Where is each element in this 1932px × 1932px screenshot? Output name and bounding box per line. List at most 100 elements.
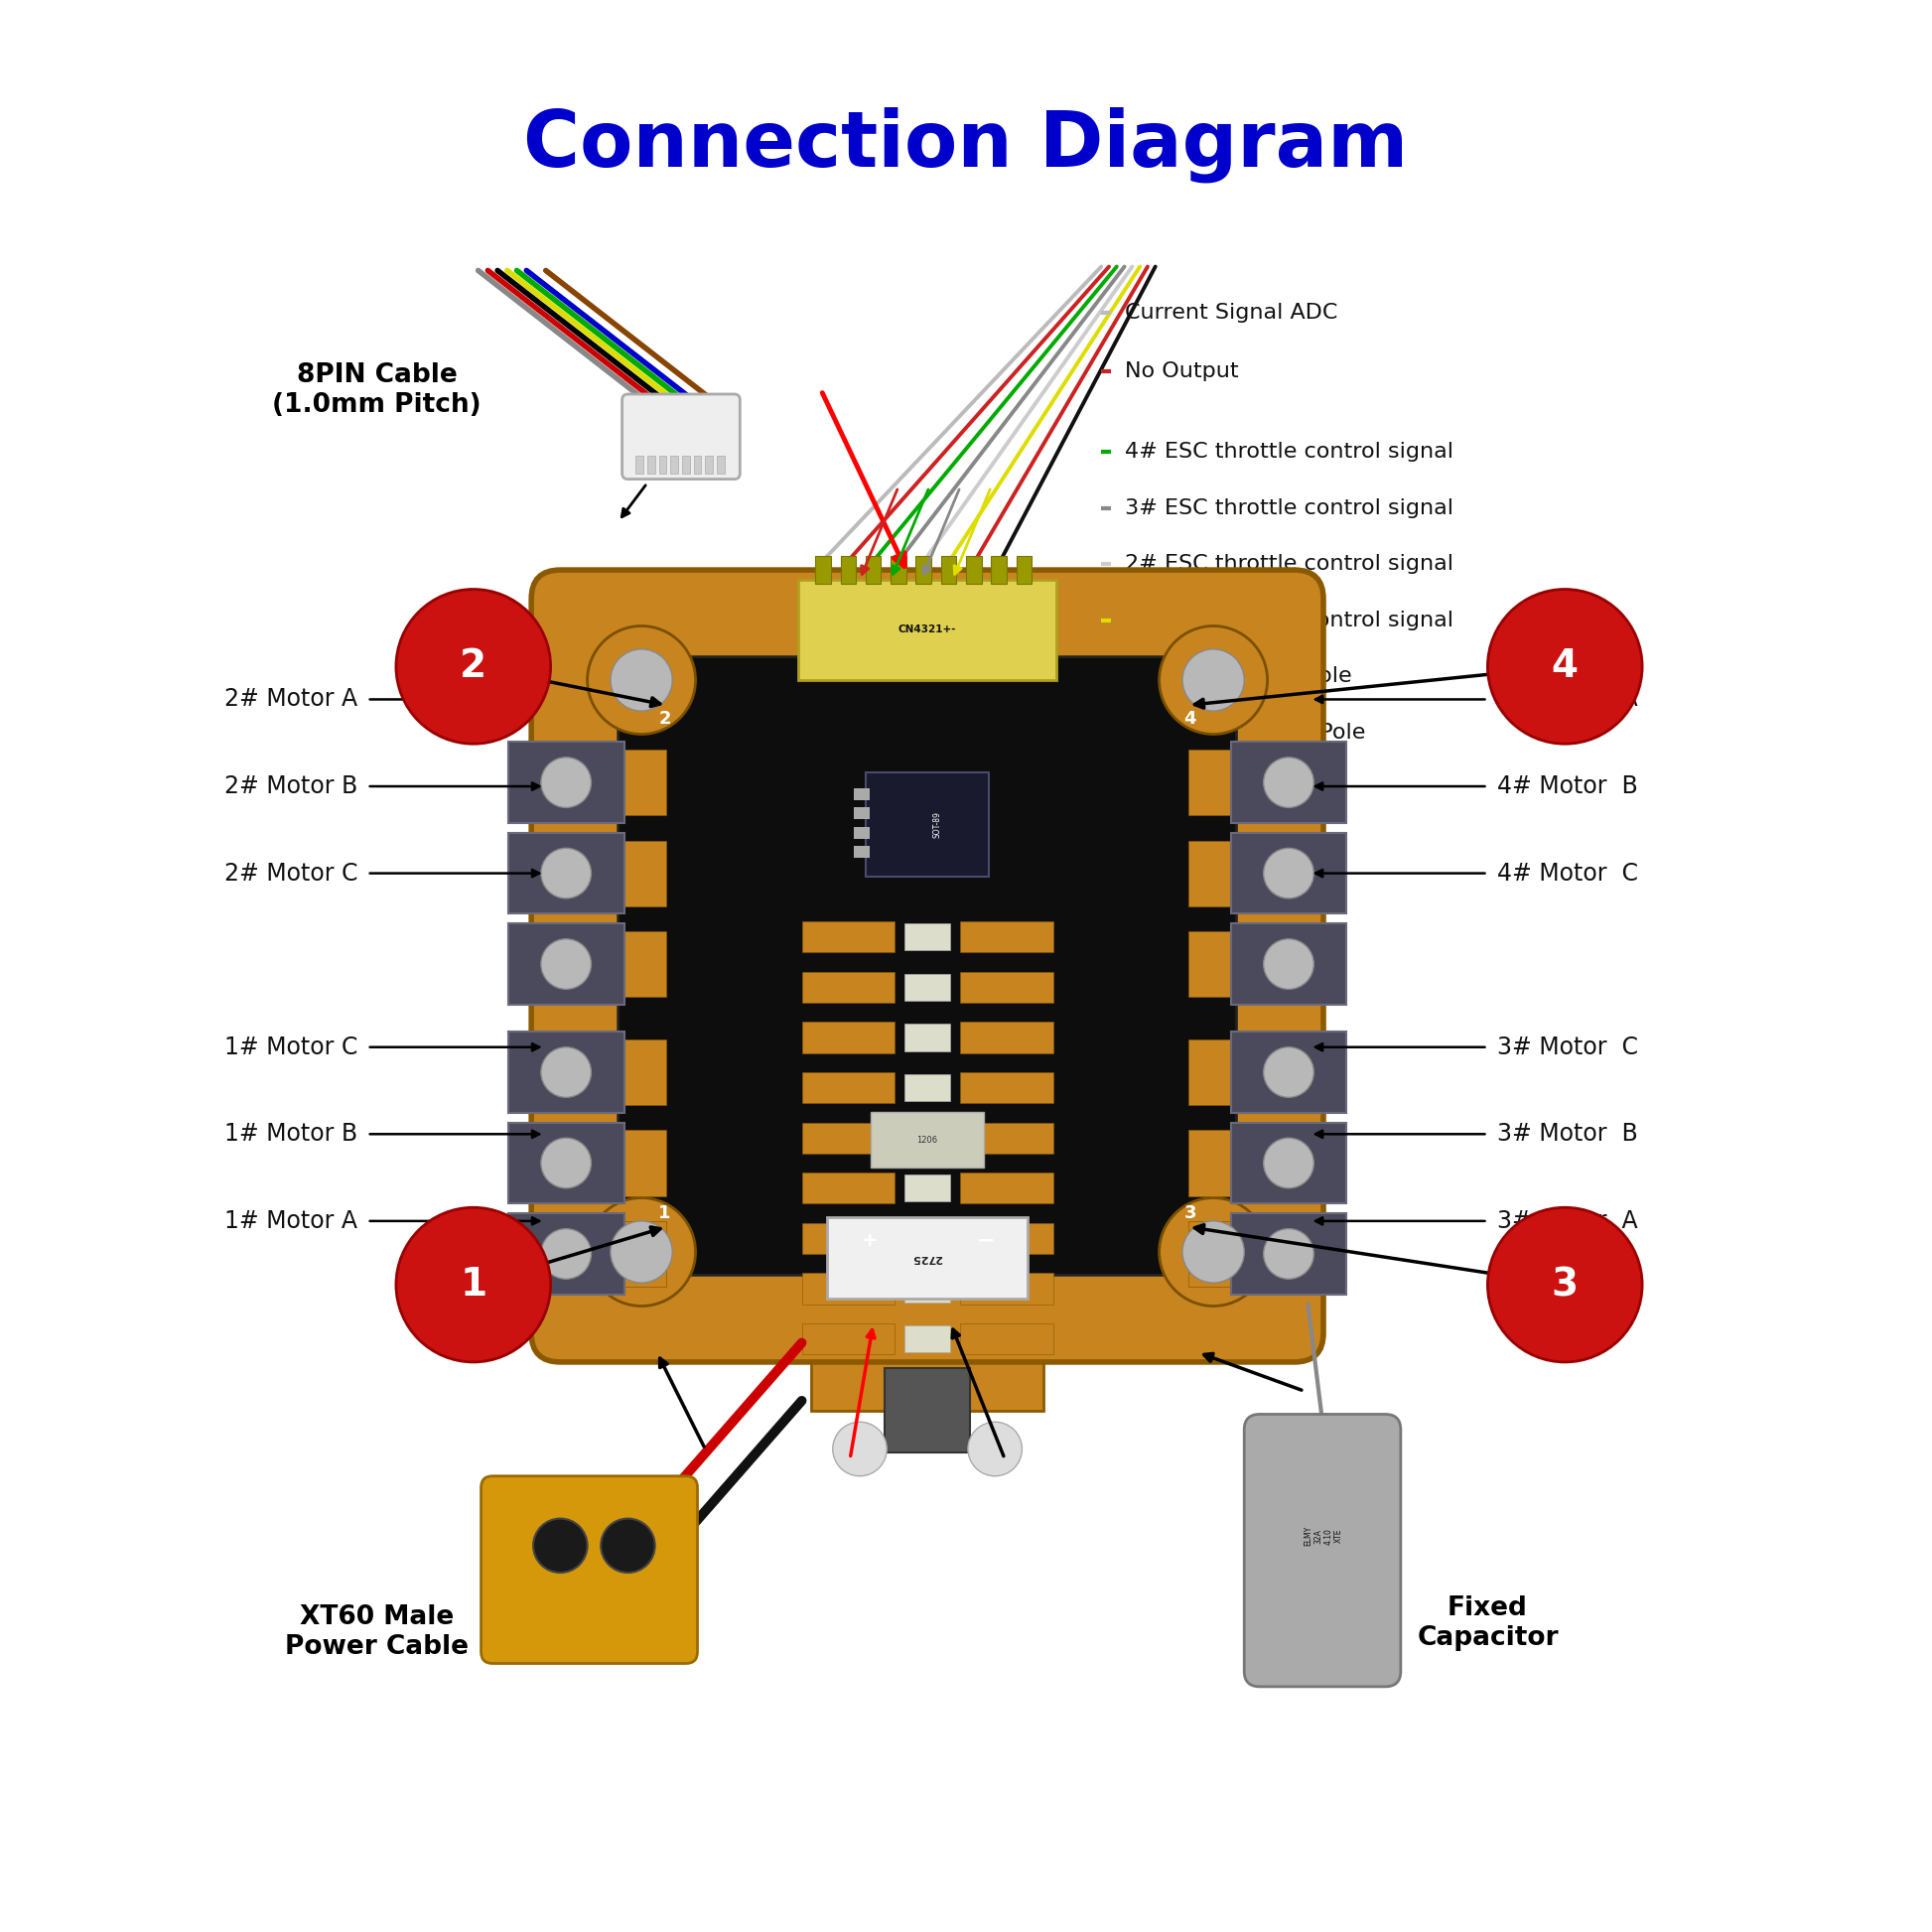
FancyBboxPatch shape	[798, 580, 1057, 680]
Text: 1# Motor C: 1# Motor C	[224, 1036, 357, 1059]
Circle shape	[396, 1208, 551, 1362]
FancyBboxPatch shape	[802, 1323, 895, 1354]
FancyBboxPatch shape	[531, 570, 1323, 1362]
FancyBboxPatch shape	[802, 1273, 895, 1304]
Circle shape	[541, 1229, 591, 1279]
Text: 2: 2	[659, 709, 670, 728]
Text: 4# Motor  B: 4# Motor B	[1497, 775, 1638, 798]
Text: −: −	[976, 1231, 995, 1250]
Text: 1: 1	[659, 1204, 670, 1223]
Circle shape	[611, 649, 672, 711]
Circle shape	[587, 626, 696, 734]
Circle shape	[541, 848, 591, 898]
Circle shape	[1488, 589, 1642, 744]
Circle shape	[611, 1221, 672, 1283]
Circle shape	[601, 1519, 655, 1573]
FancyBboxPatch shape	[1188, 1039, 1231, 1105]
Text: ELMY
32A
4.10
XTE: ELMY 32A 4.10 XTE	[1304, 1526, 1343, 1546]
FancyBboxPatch shape	[659, 456, 667, 473]
Text: No Output: No Output	[1124, 361, 1238, 381]
Text: 2# Motor C: 2# Motor C	[224, 862, 357, 885]
Text: 2# Motor B: 2# Motor B	[224, 775, 357, 798]
Circle shape	[1264, 939, 1314, 989]
FancyBboxPatch shape	[966, 556, 981, 583]
Text: 2# Motor A: 2# Motor A	[224, 688, 357, 711]
FancyBboxPatch shape	[827, 1217, 1028, 1298]
FancyBboxPatch shape	[891, 556, 906, 583]
FancyBboxPatch shape	[508, 1213, 624, 1294]
FancyBboxPatch shape	[960, 972, 1053, 1003]
FancyBboxPatch shape	[991, 556, 1007, 583]
Circle shape	[533, 1519, 587, 1573]
Circle shape	[1488, 1208, 1642, 1362]
FancyBboxPatch shape	[1016, 556, 1032, 583]
FancyBboxPatch shape	[1231, 1122, 1347, 1204]
FancyBboxPatch shape	[508, 833, 624, 914]
Circle shape	[541, 1138, 591, 1188]
FancyBboxPatch shape	[802, 1173, 895, 1204]
Text: 3# ESC throttle control signal: 3# ESC throttle control signal	[1124, 498, 1453, 518]
Text: Fixed
Capacitor: Fixed Capacitor	[1416, 1596, 1559, 1650]
FancyBboxPatch shape	[960, 1022, 1053, 1053]
FancyBboxPatch shape	[854, 808, 869, 819]
FancyBboxPatch shape	[624, 1039, 667, 1105]
FancyBboxPatch shape	[802, 1223, 895, 1254]
Text: SOT-89: SOT-89	[933, 811, 941, 838]
FancyBboxPatch shape	[960, 922, 1053, 952]
Circle shape	[1264, 1229, 1314, 1279]
Text: 4# Motor  A: 4# Motor A	[1497, 688, 1638, 711]
FancyBboxPatch shape	[904, 1325, 951, 1352]
Text: 3: 3	[1551, 1265, 1578, 1304]
FancyBboxPatch shape	[624, 840, 667, 906]
FancyBboxPatch shape	[960, 1273, 1053, 1304]
FancyBboxPatch shape	[960, 1072, 1053, 1103]
Circle shape	[1182, 1221, 1244, 1283]
Text: Current Signal ADC: Current Signal ADC	[1124, 303, 1337, 323]
FancyBboxPatch shape	[1188, 840, 1231, 906]
Circle shape	[1159, 1198, 1267, 1306]
Text: 2725: 2725	[912, 1252, 943, 1264]
FancyBboxPatch shape	[802, 1022, 895, 1053]
FancyBboxPatch shape	[694, 456, 701, 473]
Text: 3# Motor  A: 3# Motor A	[1497, 1209, 1638, 1233]
FancyBboxPatch shape	[904, 1175, 951, 1202]
Text: 3# Motor  C: 3# Motor C	[1497, 1036, 1638, 1059]
FancyBboxPatch shape	[508, 742, 624, 823]
FancyBboxPatch shape	[508, 1122, 624, 1204]
Text: 3: 3	[1184, 1204, 1196, 1223]
FancyBboxPatch shape	[960, 1122, 1053, 1153]
FancyBboxPatch shape	[802, 922, 895, 952]
Text: 2# ESC throttle control signal: 2# ESC throttle control signal	[1124, 554, 1453, 574]
Circle shape	[833, 1422, 887, 1476]
FancyBboxPatch shape	[624, 750, 667, 815]
Text: +: +	[862, 1231, 877, 1250]
Text: Battery Positive Pole: Battery Positive Pole	[1124, 667, 1350, 686]
FancyBboxPatch shape	[904, 974, 951, 1001]
FancyBboxPatch shape	[904, 1124, 951, 1151]
FancyBboxPatch shape	[904, 1024, 951, 1051]
Circle shape	[541, 939, 591, 989]
Text: 4: 4	[1551, 647, 1578, 686]
FancyBboxPatch shape	[1231, 742, 1347, 823]
Circle shape	[587, 1198, 696, 1306]
FancyBboxPatch shape	[1231, 833, 1347, 914]
FancyBboxPatch shape	[1188, 1221, 1231, 1287]
FancyBboxPatch shape	[1231, 923, 1347, 1005]
Circle shape	[1264, 848, 1314, 898]
FancyBboxPatch shape	[636, 456, 643, 473]
FancyBboxPatch shape	[854, 846, 869, 858]
FancyBboxPatch shape	[960, 1323, 1053, 1354]
FancyBboxPatch shape	[869, 1111, 983, 1167]
Circle shape	[1159, 626, 1267, 734]
Circle shape	[541, 757, 591, 808]
Circle shape	[968, 1422, 1022, 1476]
FancyBboxPatch shape	[717, 456, 724, 473]
Circle shape	[541, 1047, 591, 1097]
FancyBboxPatch shape	[854, 788, 869, 800]
FancyBboxPatch shape	[866, 556, 881, 583]
FancyBboxPatch shape	[840, 556, 856, 583]
FancyBboxPatch shape	[941, 556, 956, 583]
FancyBboxPatch shape	[904, 923, 951, 951]
FancyBboxPatch shape	[904, 1225, 951, 1252]
Circle shape	[1264, 1138, 1314, 1188]
